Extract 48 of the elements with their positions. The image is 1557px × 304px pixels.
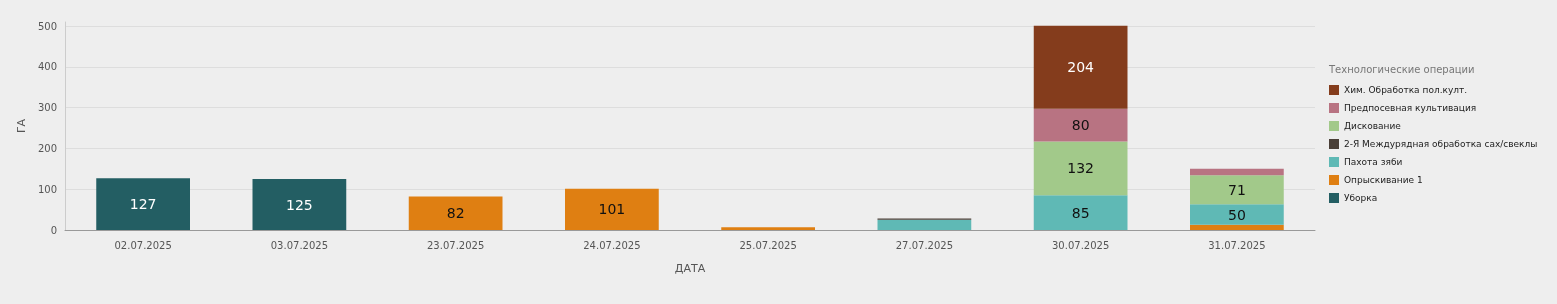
x-tick-label: 31.07.2025 — [1208, 239, 1266, 251]
data-label: 204 — [1067, 59, 1095, 76]
bar — [1190, 204, 1284, 225]
data-label: 101 — [598, 201, 626, 218]
x-tick-label: 23.07.2025 — [426, 239, 485, 251]
legend-label: Опрыскивание 1 — [1344, 175, 1423, 185]
data-label: 50 — [1227, 206, 1246, 223]
bar — [1190, 224, 1284, 230]
data-label: 85 — [1071, 204, 1090, 221]
x-tick-label: 24.07.2025 — [583, 239, 641, 251]
y-tick-label: 500 — [37, 20, 57, 32]
y-tick-label: 200 — [37, 142, 57, 154]
legend-label: Пахота зяби — [1344, 157, 1403, 167]
y-tick-label: 100 — [37, 183, 57, 195]
y-tick-label: 300 — [37, 102, 57, 114]
data-label: 71 — [1227, 181, 1246, 198]
data-label: 82 — [446, 205, 465, 222]
y-tick-label: 0 — [50, 224, 57, 236]
bar — [1033, 195, 1128, 230]
x-tick-label: 30.07.2025 — [1051, 239, 1110, 251]
y-axis-title: ГА — [15, 118, 28, 134]
legend-label: Предпосевная культивация — [1344, 103, 1477, 113]
bar — [252, 179, 347, 230]
legend-label: Хим. Обработка пол.култ. — [1344, 85, 1468, 95]
legend-label: Дискование — [1344, 121, 1402, 131]
bar — [1033, 141, 1128, 196]
legend-label: 2-Я Междурядная обработка сах/свеклы — [1344, 139, 1538, 149]
bar — [96, 178, 190, 230]
bar — [1190, 168, 1284, 176]
bar — [1033, 25, 1128, 109]
bar — [408, 196, 503, 230]
data-label: 125 — [286, 196, 313, 213]
data-label: 127 — [129, 196, 157, 213]
x-tick-label: 03.07.2025 — [270, 239, 329, 251]
x-tick-label: 02.07.2025 — [114, 239, 172, 251]
bar — [1190, 175, 1284, 205]
legend-title: Технологические операции — [1328, 63, 1475, 75]
bar — [1033, 108, 1128, 142]
data-label: 80 — [1071, 117, 1090, 134]
y-tick-label: 400 — [37, 61, 57, 73]
x-tick-label: 25.07.2025 — [739, 239, 797, 251]
x-axis-title: ДАТА — [674, 262, 706, 275]
legend-label: Уборка — [1344, 193, 1378, 203]
bar — [721, 227, 815, 230]
x-tick-label: 27.07.2025 — [895, 239, 954, 251]
bar — [877, 219, 972, 230]
data-label: 132 — [1067, 160, 1094, 177]
bar — [565, 188, 659, 230]
